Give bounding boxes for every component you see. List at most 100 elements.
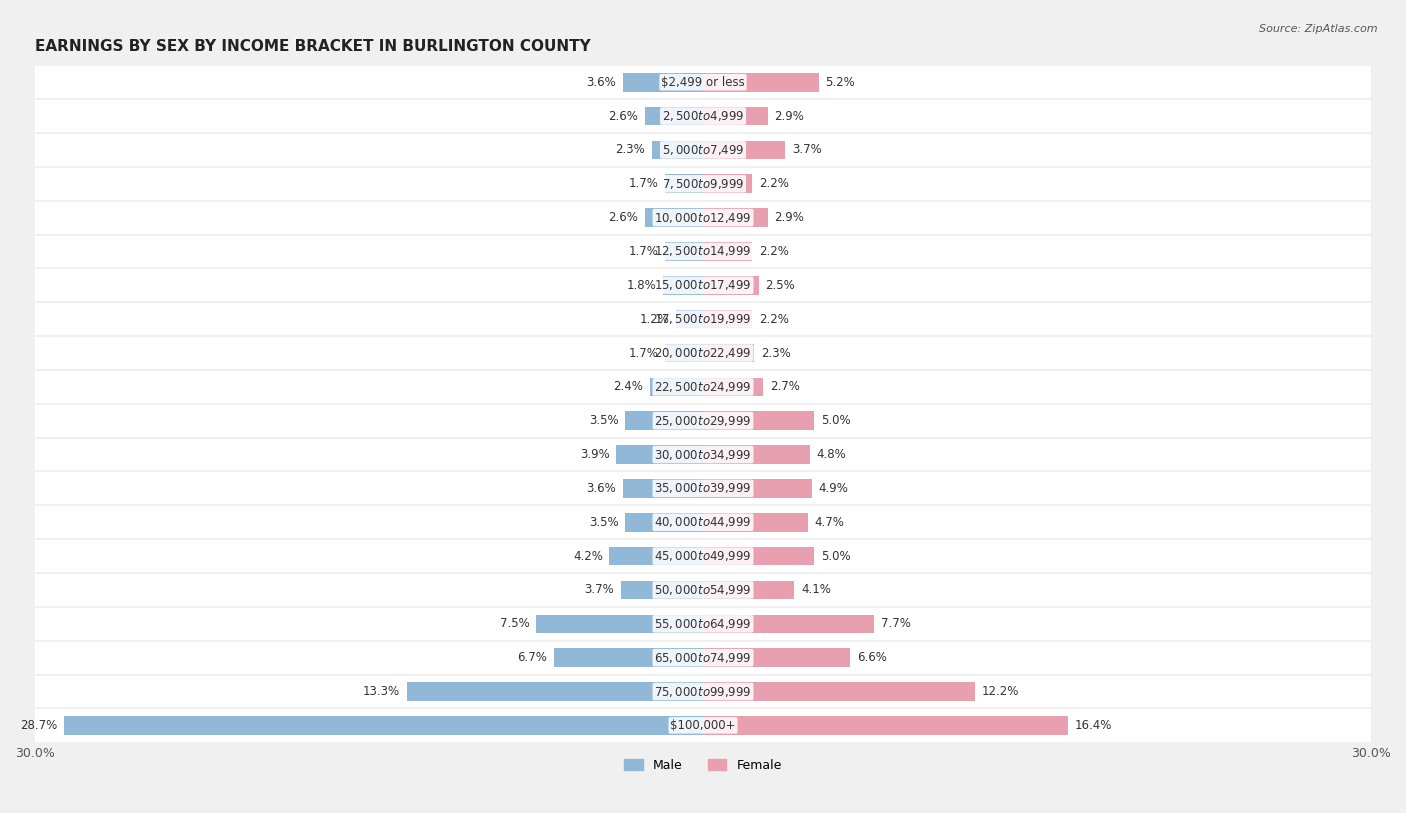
Text: 16.4%: 16.4% xyxy=(1076,719,1112,732)
Bar xyxy=(703,446,810,464)
Bar xyxy=(703,580,794,599)
Text: 5.2%: 5.2% xyxy=(825,76,855,89)
Text: 5.0%: 5.0% xyxy=(821,550,851,563)
Bar xyxy=(35,404,1371,437)
Text: $50,000 to $54,999: $50,000 to $54,999 xyxy=(654,583,752,597)
Bar xyxy=(645,208,703,227)
Bar xyxy=(554,648,703,667)
Text: 6.7%: 6.7% xyxy=(517,651,547,664)
Bar xyxy=(536,615,703,633)
Bar xyxy=(703,615,875,633)
Text: $12,500 to $14,999: $12,500 to $14,999 xyxy=(654,245,752,259)
Text: 2.9%: 2.9% xyxy=(775,211,804,224)
Text: 2.3%: 2.3% xyxy=(616,143,645,156)
Bar xyxy=(35,336,1371,370)
Text: $35,000 to $39,999: $35,000 to $39,999 xyxy=(654,481,752,495)
Bar xyxy=(703,276,759,294)
Bar xyxy=(665,242,703,261)
Text: $30,000 to $34,999: $30,000 to $34,999 xyxy=(654,448,752,462)
Bar xyxy=(35,133,1371,167)
Text: 28.7%: 28.7% xyxy=(20,719,58,732)
Text: 1.8%: 1.8% xyxy=(627,279,657,292)
Text: 3.5%: 3.5% xyxy=(589,515,619,528)
Text: $10,000 to $12,499: $10,000 to $12,499 xyxy=(654,211,752,224)
Text: 3.6%: 3.6% xyxy=(586,482,616,495)
Bar xyxy=(35,370,1371,404)
Bar xyxy=(645,107,703,125)
Text: $7,500 to $9,999: $7,500 to $9,999 xyxy=(662,176,744,191)
Text: 1.7%: 1.7% xyxy=(628,177,658,190)
Bar xyxy=(35,641,1371,675)
Text: $2,499 or less: $2,499 or less xyxy=(661,76,745,89)
Text: 12.2%: 12.2% xyxy=(981,685,1019,698)
Bar xyxy=(35,539,1371,573)
Bar xyxy=(406,682,703,701)
Bar xyxy=(703,242,752,261)
Text: 7.7%: 7.7% xyxy=(882,617,911,630)
Bar xyxy=(676,310,703,328)
Text: 2.2%: 2.2% xyxy=(759,313,789,326)
Text: 1.7%: 1.7% xyxy=(628,245,658,258)
Bar xyxy=(35,472,1371,506)
Bar xyxy=(616,446,703,464)
Bar xyxy=(35,167,1371,201)
Bar xyxy=(703,344,754,363)
Text: 2.3%: 2.3% xyxy=(761,346,790,359)
Bar xyxy=(703,175,752,193)
Text: 6.6%: 6.6% xyxy=(856,651,887,664)
Text: $5,000 to $7,499: $5,000 to $7,499 xyxy=(662,143,744,157)
Bar xyxy=(626,513,703,532)
Bar xyxy=(609,547,703,565)
Bar xyxy=(35,65,1371,99)
Text: 1.2%: 1.2% xyxy=(640,313,669,326)
Text: 2.2%: 2.2% xyxy=(759,177,789,190)
Bar xyxy=(620,580,703,599)
Bar xyxy=(703,716,1069,735)
Bar xyxy=(35,606,1371,641)
Text: $55,000 to $64,999: $55,000 to $64,999 xyxy=(654,617,752,631)
Text: 4.1%: 4.1% xyxy=(801,584,831,597)
Text: 2.4%: 2.4% xyxy=(613,380,643,393)
Text: 2.2%: 2.2% xyxy=(759,245,789,258)
Bar xyxy=(35,268,1371,302)
Text: $75,000 to $99,999: $75,000 to $99,999 xyxy=(654,685,752,698)
Text: 3.9%: 3.9% xyxy=(579,448,609,461)
Bar xyxy=(652,141,703,159)
Text: 2.5%: 2.5% xyxy=(765,279,796,292)
Bar xyxy=(35,201,1371,234)
Bar xyxy=(703,141,786,159)
Text: 5.0%: 5.0% xyxy=(821,414,851,427)
Bar xyxy=(665,175,703,193)
Bar xyxy=(35,302,1371,336)
Text: 3.7%: 3.7% xyxy=(792,143,823,156)
Bar xyxy=(35,573,1371,606)
Bar xyxy=(703,513,807,532)
Text: $40,000 to $44,999: $40,000 to $44,999 xyxy=(654,515,752,529)
Bar xyxy=(662,276,703,294)
Text: 2.7%: 2.7% xyxy=(770,380,800,393)
Bar xyxy=(703,107,768,125)
Text: $25,000 to $29,999: $25,000 to $29,999 xyxy=(654,414,752,428)
Bar xyxy=(703,377,763,396)
Text: EARNINGS BY SEX BY INCOME BRACKET IN BURLINGTON COUNTY: EARNINGS BY SEX BY INCOME BRACKET IN BUR… xyxy=(35,39,591,54)
Text: 2.6%: 2.6% xyxy=(609,110,638,123)
Bar xyxy=(623,73,703,92)
Bar xyxy=(703,479,813,498)
Text: 4.2%: 4.2% xyxy=(572,550,603,563)
Text: 4.7%: 4.7% xyxy=(814,515,844,528)
Text: 3.7%: 3.7% xyxy=(583,584,614,597)
Text: $17,500 to $19,999: $17,500 to $19,999 xyxy=(654,312,752,326)
Bar xyxy=(35,99,1371,133)
Bar xyxy=(35,506,1371,539)
Text: 2.6%: 2.6% xyxy=(609,211,638,224)
Bar xyxy=(703,73,818,92)
Text: Source: ZipAtlas.com: Source: ZipAtlas.com xyxy=(1260,24,1378,34)
Text: 3.5%: 3.5% xyxy=(589,414,619,427)
Text: $2,500 to $4,999: $2,500 to $4,999 xyxy=(662,109,744,123)
Text: 1.7%: 1.7% xyxy=(628,346,658,359)
Bar xyxy=(703,682,974,701)
Bar xyxy=(665,344,703,363)
Bar xyxy=(703,310,752,328)
Text: $100,000+: $100,000+ xyxy=(671,719,735,732)
Bar xyxy=(623,479,703,498)
